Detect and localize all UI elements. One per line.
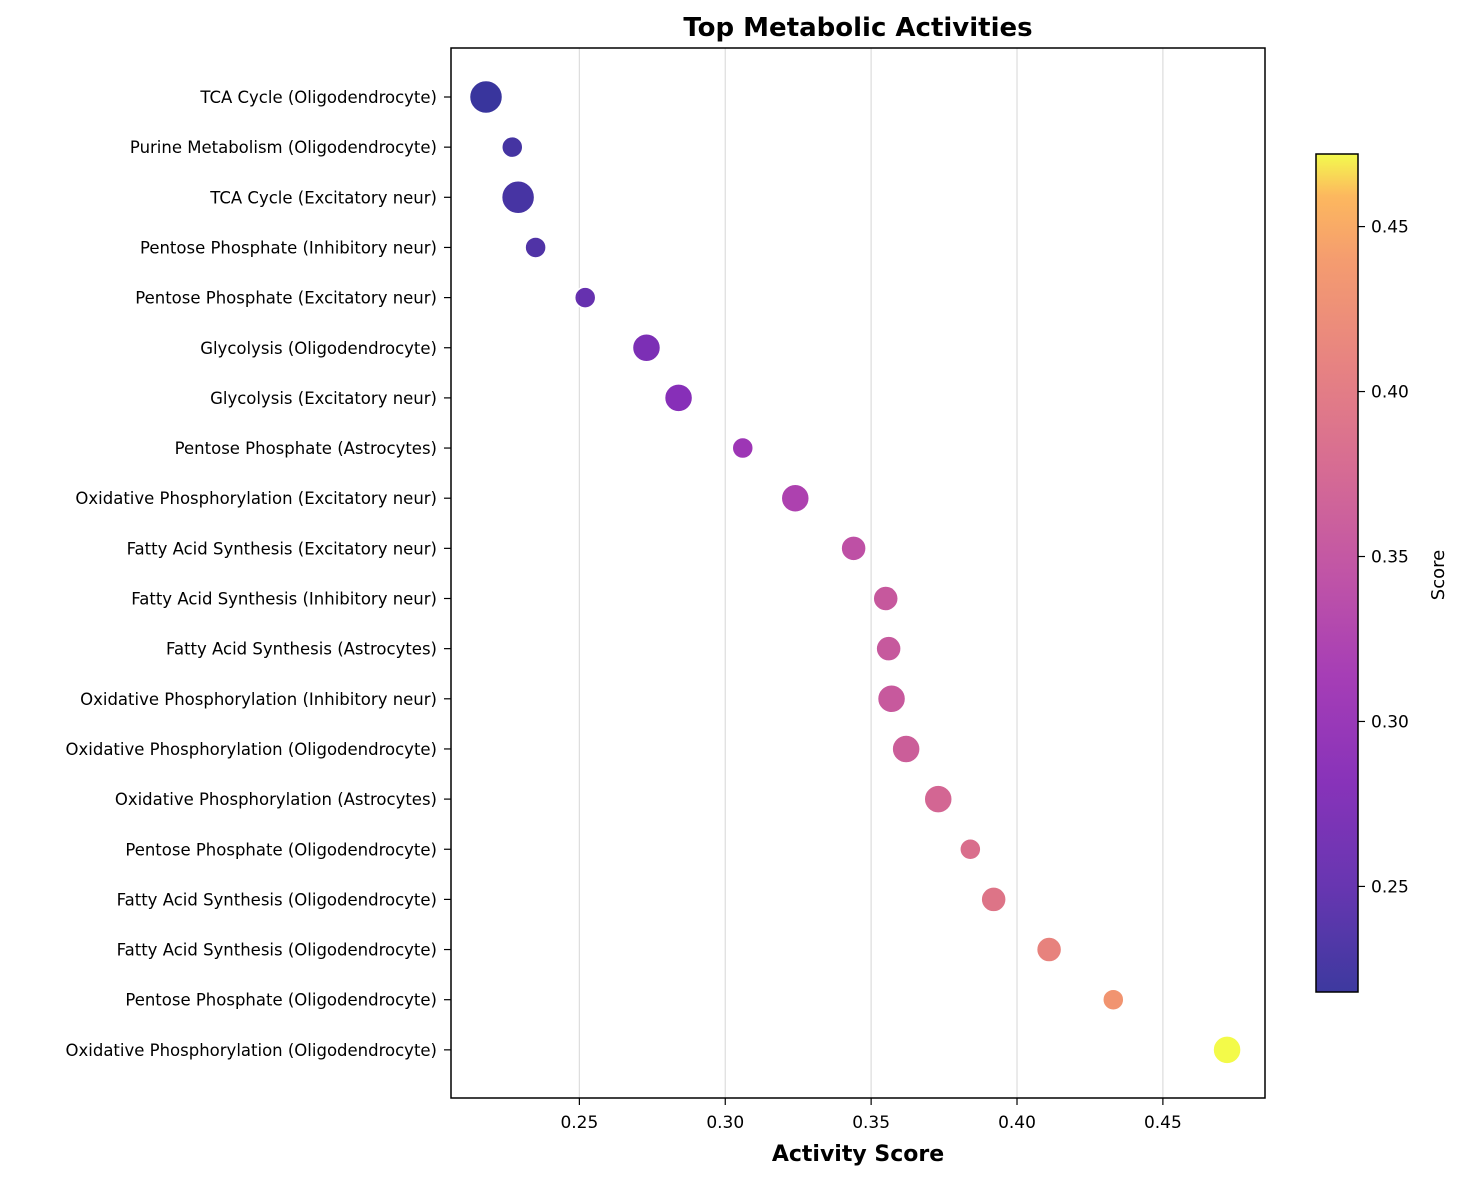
data-point: [1102, 988, 1125, 1011]
y-tick-label: Pentose Phosphate (Excitatory neur): [135, 289, 437, 308]
data-point: [876, 684, 907, 714]
x-axis: 0.25 0.30 0.35 0.40 0.45: [560, 1098, 1182, 1133]
data-point: [923, 784, 953, 814]
data-point: [524, 236, 547, 259]
data-point: [468, 79, 504, 115]
y-tick-label: TCA Cycle (Oligodendrocyte): [199, 88, 437, 107]
colorbar-tick-label: 0.35: [1371, 548, 1409, 568]
data-point: [980, 886, 1007, 913]
x-tick-label: 0.35: [852, 1113, 890, 1133]
plot-frame: [450, 47, 1266, 1099]
y-tick-label: TCA Cycle (Excitatory neur): [209, 188, 437, 207]
y-tick-label: Oxidative Phosphorylation (Oligodendrocy…: [66, 1041, 437, 1060]
colorbar: [1315, 153, 1359, 993]
data-point: [891, 734, 921, 764]
data-point: [663, 383, 694, 413]
y-tick-label: Fatty Acid Synthesis (Oligodendrocyte): [117, 941, 437, 960]
colorbar-tick-label: 0.25: [1371, 877, 1409, 897]
data-point: [573, 286, 597, 309]
data-point: [500, 180, 536, 215]
y-tick-label: Fatty Acid Synthesis (Astrocytes): [166, 640, 437, 659]
grid-lines: [578, 48, 1164, 1098]
data-point: [959, 838, 982, 861]
colorbar-tick-label: 0.30: [1371, 712, 1409, 732]
y-tick-label: Fatty Acid Synthesis (Inhibitory neur): [131, 590, 437, 609]
x-tick-label: 0.45: [1144, 1113, 1182, 1133]
x-axis-label: Activity Score: [772, 1142, 944, 1167]
data-point: [501, 135, 524, 159]
data-point: [631, 333, 662, 363]
data-point: [875, 635, 902, 662]
y-tick-label: Oxidative Phosphorylation (Excitatory ne…: [75, 489, 437, 508]
data-point: [872, 585, 899, 612]
y-tick-label: Pentose Phosphate (Inhibitory neur): [140, 238, 437, 257]
y-tick-label: Glycolysis (Excitatory neur): [210, 389, 437, 408]
y-tick-label: Oxidative Phosphorylation (Oligodendrocy…: [66, 740, 437, 759]
x-tick-label: 0.40: [998, 1113, 1036, 1133]
y-tick-label: Purine Metabolism (Oligodendrocyte): [130, 138, 437, 157]
colorbar-label: Score: [1428, 550, 1449, 600]
y-tick-label: Pentose Phosphate (Astrocytes): [175, 439, 437, 458]
y-tick-label: Oxidative Phosphorylation (Inhibitory ne…: [80, 690, 437, 709]
colorbar-axis: 0.25 0.30 0.35 0.40 0.45: [1358, 218, 1409, 897]
colorbar-tick-label: 0.45: [1371, 218, 1409, 238]
data-point: [780, 483, 811, 513]
y-tick-label: Oxidative Phosphorylation (Astrocytes): [115, 790, 437, 809]
data-point: [731, 436, 755, 460]
chart-title: Top Metabolic Activities: [683, 13, 1032, 43]
y-tick-label: Glycolysis (Oligodendrocyte): [200, 339, 437, 358]
x-tick-label: 0.30: [706, 1113, 744, 1133]
data-point: [840, 535, 867, 562]
colorbar-tick-label: 0.40: [1371, 383, 1409, 403]
data-point: [1212, 1035, 1242, 1065]
y-tick-label: Pentose Phosphate (Oligodendrocyte): [125, 991, 437, 1010]
data-points: [468, 79, 1242, 1065]
y-tick-label: Fatty Acid Synthesis (Oligodendrocyte): [117, 890, 437, 909]
y-tick-label: Fatty Acid Synthesis (Excitatory neur): [127, 539, 437, 558]
y-tick-label: Pentose Phosphate (Oligodendrocyte): [125, 840, 437, 859]
data-point: [1035, 936, 1063, 963]
y-axis: TCA Cycle (Oligodendrocyte) Purine Metabo…: [66, 88, 451, 1060]
x-tick-label: 0.25: [560, 1113, 598, 1133]
